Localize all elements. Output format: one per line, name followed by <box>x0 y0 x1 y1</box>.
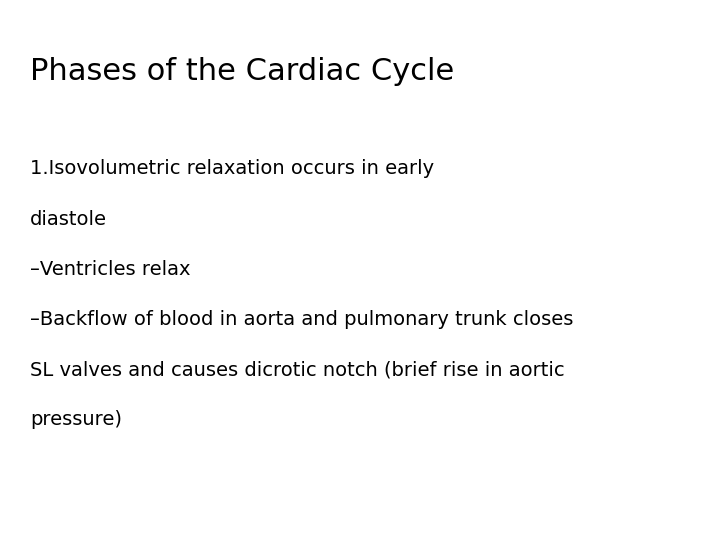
Text: Phases of the Cardiac Cycle: Phases of the Cardiac Cycle <box>30 57 454 86</box>
Text: 1.Isovolumetric relaxation occurs in early: 1.Isovolumetric relaxation occurs in ear… <box>30 159 434 178</box>
Text: diastole: diastole <box>30 210 107 228</box>
Text: –Ventricles relax: –Ventricles relax <box>30 260 191 279</box>
Text: pressure): pressure) <box>30 410 122 429</box>
Text: –Backflow of blood in aorta and pulmonary trunk closes: –Backflow of blood in aorta and pulmonar… <box>30 310 574 329</box>
Text: SL valves and causes dicrotic notch (brief rise in aortic: SL valves and causes dicrotic notch (bri… <box>30 360 565 379</box>
